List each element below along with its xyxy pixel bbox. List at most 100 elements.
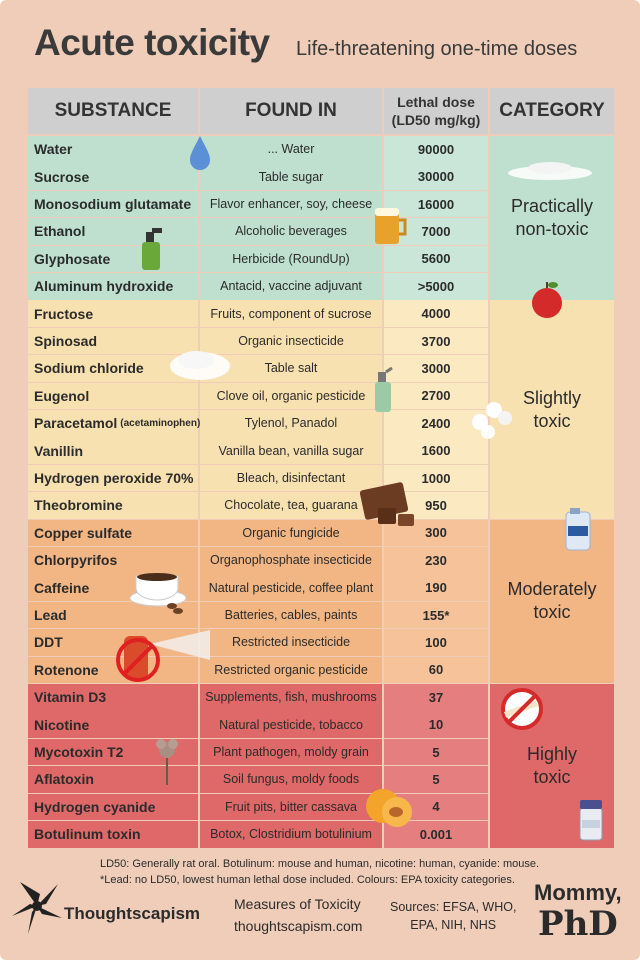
found-in-cell: Fruits, component of sucrose [200, 300, 382, 327]
website-link[interactable]: thoughtscapism.com [234, 918, 363, 934]
ld50-cell: 37 [384, 684, 488, 711]
sources-line1: Sources: EFSA, WHO, [390, 900, 517, 914]
ld50-cell: 7000 [384, 218, 488, 245]
found-in-cell: Organic insecticide [200, 327, 382, 355]
substance-cell: Mycotoxin T2 [28, 738, 198, 766]
substance-name: Sodium chloride [34, 360, 144, 377]
ld50-cell: 1000 [384, 464, 488, 492]
found-in-cell: Restricted insecticide [200, 629, 382, 656]
substance-cell: Botulinum toxin [28, 821, 198, 848]
substance-name: Copper sulfate [34, 524, 133, 541]
substance-name: Hydrogen cyanide [34, 798, 156, 815]
ld50-cell: 3700 [384, 327, 488, 355]
substance-cell: Sodium chloride [28, 355, 198, 382]
header-lethal-dose-line2: (LD50 mg/kg) [391, 112, 481, 128]
substance-cell: Aluminum hydroxide [28, 273, 198, 300]
substance-cell: Water [28, 136, 198, 163]
ld50-cell: 4 [384, 793, 488, 821]
found-in-cell: Supplements, fish, mushrooms [200, 684, 382, 711]
brand-name: Thoughtscapism [64, 904, 201, 923]
substance-cell: Hydrogen cyanide [28, 793, 198, 821]
substance-name: Caffeine [34, 579, 90, 596]
found-in-cell: Clove oil, organic pesticide [200, 382, 382, 410]
header-lethal-dose-line1: Lethal dose [397, 94, 475, 110]
ld50-cell: 100 [384, 629, 488, 656]
page-title: Acute toxicity [34, 22, 270, 63]
substance-cell: Glyphosate [28, 245, 198, 273]
mommy-phd-logo-bottom: PhD [538, 904, 618, 944]
category-label: Highly toxic [526, 743, 578, 787]
substance-cell: DDT [28, 629, 198, 656]
found-in-cell: Soil fungus, moldy foods [200, 766, 382, 793]
header-category: CATEGORY [490, 88, 614, 134]
substance-name: Eugenol [34, 387, 90, 404]
ld50-cell: 190 [384, 574, 488, 601]
ld50-cell: 230 [384, 547, 488, 574]
substance-name: DDT [34, 634, 63, 651]
found-in-cell: Table sugar [200, 163, 382, 190]
mommy-phd-logo-top: Mommy, [534, 880, 622, 905]
ld50-cell: 5 [384, 738, 488, 766]
found-in-cell: Alcoholic beverages [200, 218, 382, 245]
substance-cell: Eugenol [28, 382, 198, 410]
found-in-cell: Chocolate, tea, guarana [200, 492, 382, 519]
substance-name: Water [34, 141, 73, 158]
found-in-cell: Natural pesticide, tobacco [200, 711, 382, 738]
ld50-cell: 950 [384, 492, 488, 519]
substance-name: Botulinum toxin [34, 826, 141, 843]
ld50-cell: 16000 [384, 190, 488, 218]
substance-name: Aluminum hydroxide [34, 278, 174, 295]
substance-name: Fructose [34, 305, 94, 322]
substance-name: Spinosad [34, 333, 98, 350]
found-in-cell: Antacid, vaccine adjuvant [200, 273, 382, 300]
measures-title: Measures of Toxicity [234, 896, 361, 912]
substance-name: Sucrose [34, 168, 90, 185]
found-in-cell: Fruit pits, bitter cassava [200, 793, 382, 821]
found-in-cell: Table salt [200, 355, 382, 382]
category-label: Practically non-toxic [510, 195, 594, 239]
ld50-cell: 10 [384, 711, 488, 738]
found-in-cell: Vanilla bean, vanilla sugar [200, 437, 382, 464]
found-in-cell: Organophosphate insecticide [200, 547, 382, 574]
found-in-cell: ... Water [200, 136, 382, 163]
substance-cell: Chlorpyrifos [28, 547, 198, 574]
found-in-cell: Restricted organic pesticide [200, 656, 382, 684]
footnote-line1: LD50: Generally rat oral. Botulinum: mou… [100, 858, 540, 870]
toxicity-table: SUBSTANCE FOUND IN Lethal dose (LD50 mg/… [28, 88, 614, 848]
ld50-cell: 90000 [384, 136, 488, 163]
category-block: Highly toxic [490, 684, 614, 848]
category-block: Slightly toxic [490, 300, 614, 519]
substance-cell: Lead [28, 601, 198, 629]
ld50-cell: 2700 [384, 382, 488, 410]
substance-name: Mycotoxin T2 [34, 744, 124, 761]
substance-name: Lead [34, 607, 67, 624]
ld50-cell: 30000 [384, 163, 488, 190]
found-in-cell: Bleach, disinfectant [200, 464, 382, 492]
substance-cell: Ethanol [28, 218, 198, 245]
substance-name: Monosodium glutamate [34, 196, 192, 213]
thoughtscapism-logo-icon [12, 882, 62, 934]
substance-name: Rotenone [34, 661, 99, 678]
substance-cell: Nicotine [28, 711, 198, 738]
substance-cell: Spinosad [28, 327, 198, 355]
header-lethal-dose: Lethal dose (LD50 mg/kg) [384, 88, 488, 134]
ld50-cell: 5 [384, 766, 488, 793]
ld50-cell: 0.001 [384, 821, 488, 848]
substance-cell: Rotenone [28, 656, 198, 684]
category-label: Moderately toxic [507, 579, 597, 623]
substance-cell: Aflatoxin [28, 766, 198, 793]
ld50-cell: 1600 [384, 437, 488, 464]
page-subtitle: Life-threatening one-time doses [296, 38, 578, 60]
found-in-cell: Organic fungicide [200, 519, 382, 547]
ld50-cell: 2400 [384, 410, 488, 437]
ld50-cell: 5600 [384, 245, 488, 273]
found-in-cell: Botox, Clostridium botulinium [200, 821, 382, 848]
substance-cell: Caffeine [28, 574, 198, 601]
sources-text: Sources: EFSA, WHO, EPA, NIH, NHS [390, 898, 516, 934]
substance-cell: Monosodium glutamate [28, 190, 198, 218]
substance-name: Theobromine [34, 497, 123, 514]
sources-line2: EPA, NIH, NHS [410, 918, 497, 932]
header-substance: SUBSTANCE [28, 88, 198, 134]
substance-name: Hydrogen peroxide 70% [34, 470, 194, 487]
